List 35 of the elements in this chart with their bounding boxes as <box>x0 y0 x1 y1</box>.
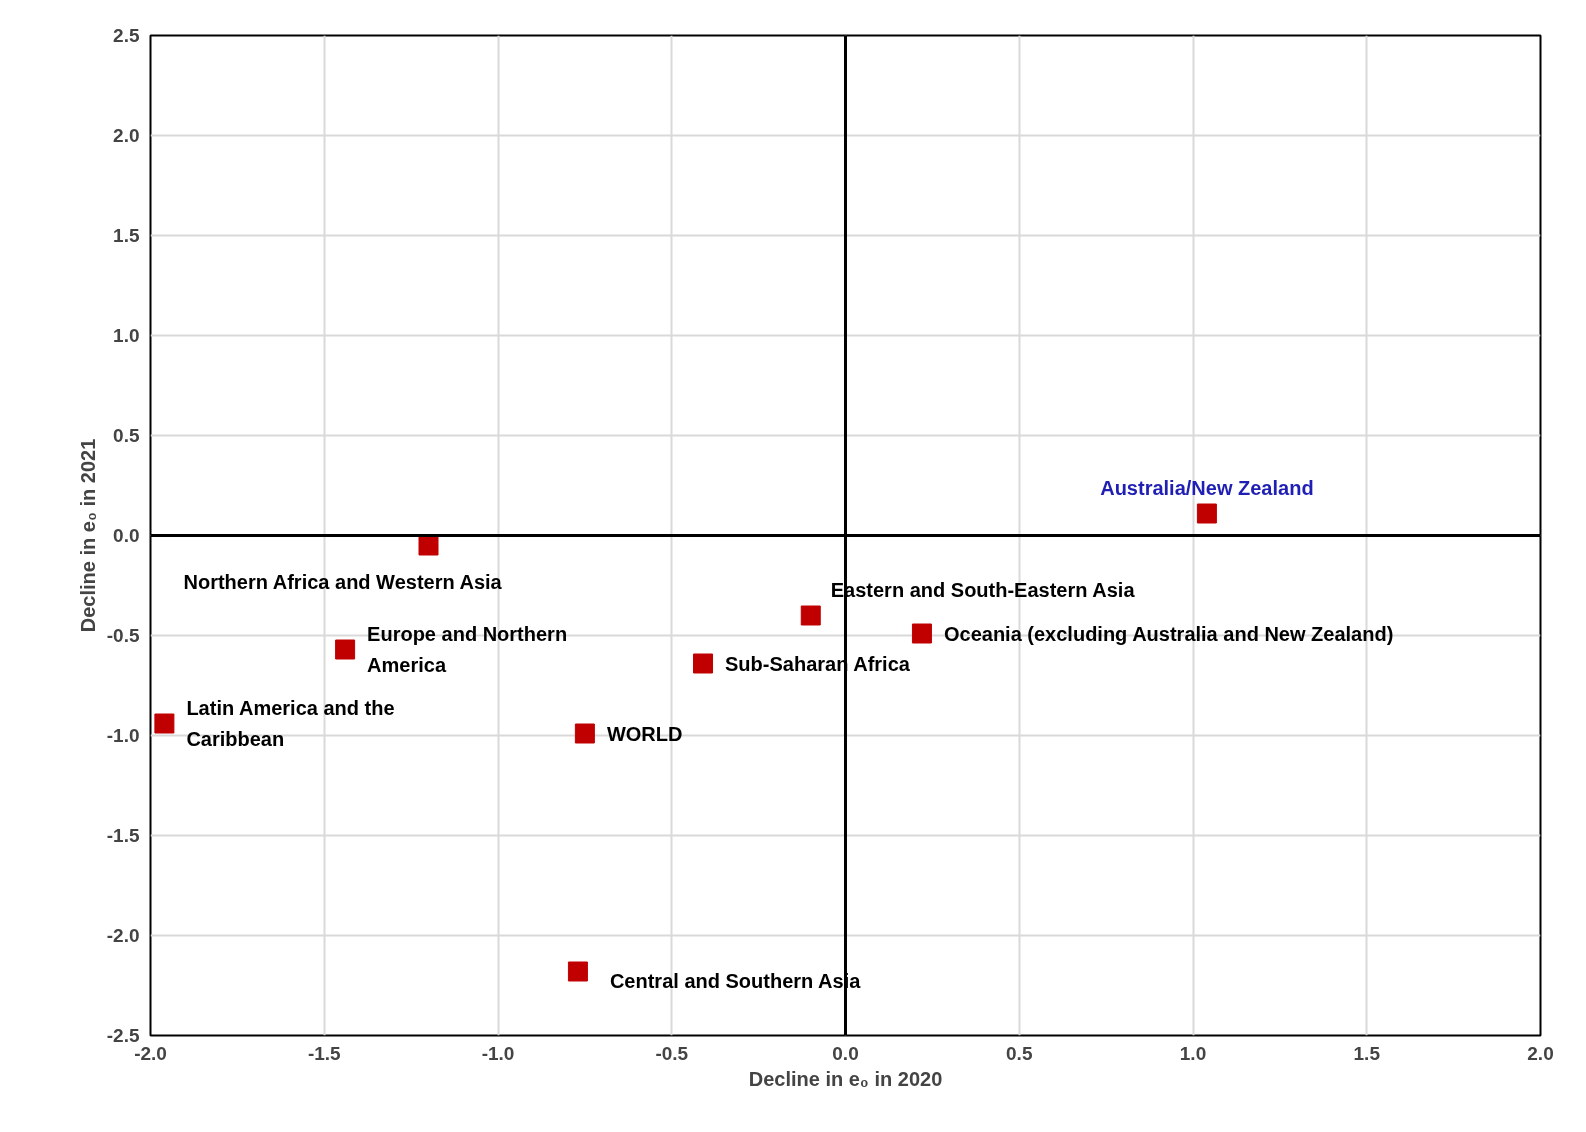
point <box>800 605 821 626</box>
x-tick-label: 0.0 <box>832 1042 859 1064</box>
y-axis-title: Decline in e₀ in 2021 <box>76 438 99 633</box>
annotation: Europe and Northern America <box>367 623 568 676</box>
x-tick-label: -1.0 <box>481 1042 515 1064</box>
annotation: Northern Africa and Western Asia <box>183 570 503 593</box>
x-tick-label: 0.5 <box>1006 1042 1033 1064</box>
point <box>567 961 588 982</box>
y-tick-label: 1.0 <box>113 325 140 346</box>
y-tick-label: 0.0 <box>113 525 140 546</box>
y-tick-label: 0.5 <box>113 425 140 446</box>
y-tick-label: 2.0 <box>113 125 140 146</box>
point <box>335 639 356 660</box>
x-tick-label: 1.0 <box>1179 1042 1207 1064</box>
x-tick-label: 1.5 <box>1353 1042 1381 1064</box>
point <box>574 723 595 744</box>
point <box>1196 503 1217 524</box>
y-tick-label: -0.5 <box>106 625 140 646</box>
annotation: Latin America and the Caribbean <box>186 697 395 750</box>
x-tick-label: -0.5 <box>655 1042 689 1064</box>
point <box>911 623 932 644</box>
annotation: Oceania (excluding Australia and New Zealand) <box>943 622 1394 645</box>
point <box>418 535 439 556</box>
y-tick-label: 1.5 <box>113 225 140 246</box>
y-tick-label: 2.5 <box>113 25 140 46</box>
y-tick-label: -1.5 <box>106 825 140 846</box>
x-tick-label: -1.5 <box>307 1042 342 1064</box>
annotation: WORLD <box>606 722 683 745</box>
x-axis-title: Decline in e₀ in 2020 <box>748 1067 943 1090</box>
x-tick-label: 2.0 <box>1527 1042 1554 1064</box>
y-tick-label: -1.0 <box>106 725 140 746</box>
point <box>154 713 175 734</box>
y-tick-label: -2.0 <box>106 925 140 946</box>
point <box>693 653 714 674</box>
annotation: Australia/New Zealand <box>1100 476 1314 499</box>
